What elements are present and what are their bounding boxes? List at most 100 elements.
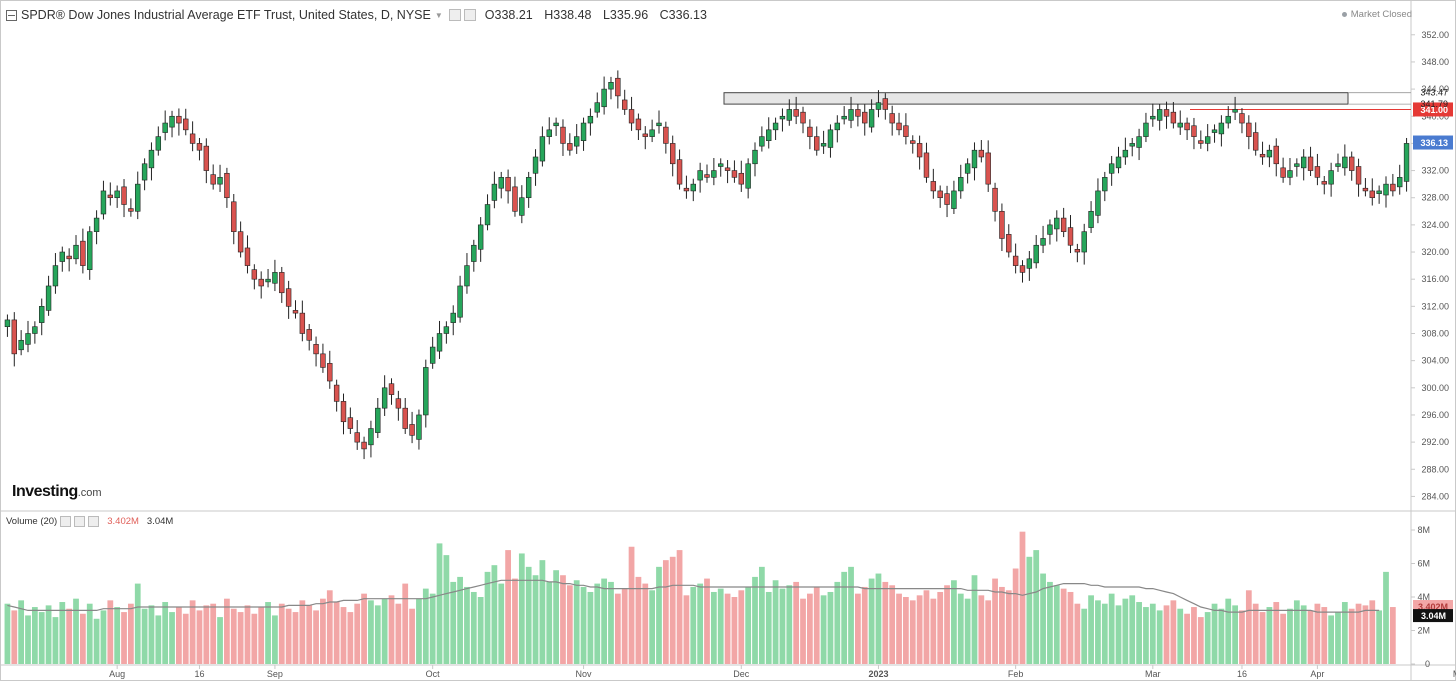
volume-bar-down bbox=[793, 581, 800, 664]
candle-down bbox=[1273, 145, 1279, 165]
candle-up bbox=[1403, 143, 1410, 182]
candle-up bbox=[573, 136, 580, 147]
volume-bar-up bbox=[45, 605, 52, 664]
volume-bar-up bbox=[951, 580, 957, 664]
time-tick-label: Oct bbox=[426, 669, 441, 679]
volume-bar-up bbox=[1101, 603, 1108, 664]
candle-up bbox=[148, 149, 155, 169]
candle-down bbox=[327, 363, 333, 382]
volume-bar-up bbox=[148, 605, 155, 664]
volume-bar-up bbox=[416, 598, 422, 664]
volume-bar-up bbox=[1218, 608, 1225, 664]
logo-suffix: .com bbox=[77, 487, 102, 499]
candle-down bbox=[210, 174, 216, 185]
settings-icon[interactable] bbox=[448, 9, 461, 21]
volume-bar-up bbox=[272, 615, 278, 664]
volume-bar-down bbox=[1074, 603, 1081, 664]
candle-up bbox=[580, 122, 587, 141]
volume-collapse-icon[interactable] bbox=[60, 516, 72, 527]
volume-bar-down bbox=[1060, 588, 1067, 664]
volume-bar-up bbox=[546, 581, 553, 664]
volume-bar-up bbox=[532, 575, 539, 664]
candle-up bbox=[423, 367, 429, 416]
volume-bar-down bbox=[361, 593, 367, 664]
volume-bar-down bbox=[676, 550, 683, 664]
volume-bar-up bbox=[1149, 603, 1156, 664]
volume-bar-down bbox=[916, 595, 923, 664]
candle-up bbox=[477, 224, 484, 250]
volume-bar-down bbox=[1012, 568, 1019, 664]
candle-down bbox=[183, 118, 189, 131]
candle-down bbox=[724, 167, 731, 171]
volume-tick-label: 8M bbox=[1417, 525, 1430, 535]
volume-bar-down bbox=[313, 610, 319, 664]
volume-bar-up bbox=[1287, 608, 1293, 664]
time-tick-label: May bbox=[1453, 669, 1456, 679]
volume-bar-up bbox=[374, 605, 381, 664]
price-tick-label: 344.00 bbox=[1421, 84, 1449, 94]
volume-bar-down bbox=[855, 593, 861, 664]
candle-up bbox=[1177, 122, 1183, 128]
volume-close-icon[interactable] bbox=[88, 516, 100, 527]
collapse-icon[interactable] bbox=[6, 9, 17, 21]
candle-up bbox=[1328, 170, 1334, 185]
candle-down bbox=[203, 145, 210, 171]
candle-up bbox=[93, 217, 100, 232]
candle-up bbox=[1383, 183, 1389, 196]
time-tick-label: 16 bbox=[1237, 669, 1247, 679]
volume-bar-down bbox=[395, 603, 402, 664]
candle-up bbox=[718, 163, 724, 167]
close-icon[interactable] bbox=[463, 9, 476, 21]
chart-header: SPDR® Dow Jones Industrial Average ETF T… bbox=[6, 6, 715, 24]
volume-bar-down bbox=[11, 610, 18, 664]
candle-down bbox=[621, 99, 628, 110]
volume-bar-up bbox=[1136, 602, 1142, 664]
volume-bar-up bbox=[601, 578, 608, 664]
candle-down bbox=[340, 401, 347, 423]
candle-up bbox=[745, 163, 751, 189]
volume-settings-icon[interactable] bbox=[74, 516, 86, 527]
volume-bar-down bbox=[224, 598, 230, 664]
candle-up bbox=[1342, 156, 1348, 169]
candle-down bbox=[237, 231, 244, 253]
candle-down bbox=[999, 210, 1005, 239]
volume-bar-down bbox=[388, 595, 395, 664]
volume-ma-label: 3.04M bbox=[1421, 611, 1446, 621]
volume-bar-down bbox=[230, 608, 237, 664]
candle-up bbox=[649, 129, 655, 137]
candle-down bbox=[985, 152, 991, 185]
candle-down bbox=[738, 172, 744, 185]
candle-down bbox=[244, 247, 251, 266]
volume-bar-up bbox=[1335, 612, 1341, 664]
dropdown-arrow-icon[interactable]: ▼ bbox=[434, 10, 443, 20]
volume-bar-down bbox=[882, 581, 889, 664]
volume-bar-down bbox=[930, 598, 937, 664]
volume-bar-up bbox=[18, 600, 25, 664]
volume-bar-up bbox=[772, 580, 779, 664]
candle-down bbox=[1246, 122, 1252, 137]
candle-up bbox=[1294, 163, 1300, 167]
volume-bar-up bbox=[518, 553, 525, 664]
volume-bar-up bbox=[217, 617, 223, 664]
candle-up bbox=[834, 122, 841, 131]
candle-up bbox=[759, 136, 765, 147]
candle-down bbox=[903, 125, 909, 137]
time-tick-label: 16 bbox=[194, 669, 204, 679]
candle-up bbox=[964, 163, 971, 174]
candle-up bbox=[155, 136, 162, 151]
candle-down bbox=[560, 126, 566, 144]
volume-bar-up bbox=[834, 581, 841, 664]
candle-up bbox=[1108, 163, 1115, 174]
volume-bar-down bbox=[992, 578, 998, 664]
candle-up bbox=[498, 177, 504, 189]
candle-up bbox=[697, 170, 703, 181]
candle-down bbox=[361, 441, 367, 450]
volume-bar-down bbox=[1245, 590, 1252, 664]
candle-up bbox=[1088, 210, 1094, 228]
volume-bar-down bbox=[1389, 607, 1396, 664]
logo-name: Investing bbox=[12, 483, 78, 500]
candle-up bbox=[464, 265, 470, 287]
candle-down bbox=[1369, 190, 1375, 199]
volume-bar-up bbox=[1300, 605, 1307, 664]
